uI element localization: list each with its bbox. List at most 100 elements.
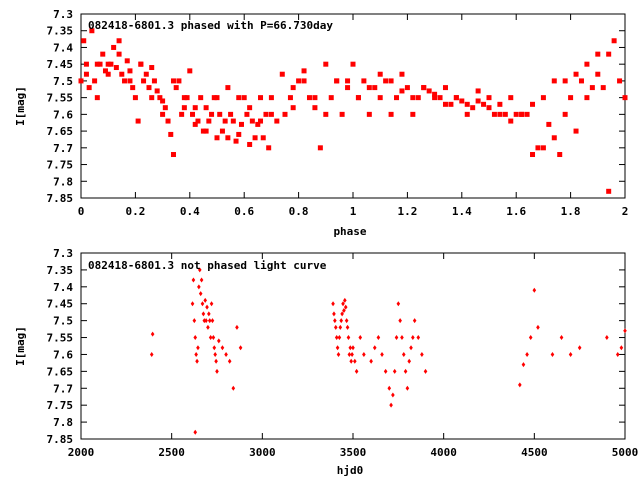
data-point [301, 68, 307, 74]
data-point [486, 95, 492, 101]
y-tick-label: 7.7 [53, 142, 73, 155]
data-point [377, 71, 383, 77]
data-point [181, 105, 187, 111]
data-point [116, 38, 122, 44]
data-point [372, 345, 377, 351]
data-point [196, 345, 200, 351]
y-tick-label: 7.5 [53, 315, 73, 328]
y-tick-label: 7.3 [53, 247, 73, 260]
data-point [323, 61, 329, 67]
data-point [536, 324, 540, 330]
x-axis-label-top: phase [333, 225, 366, 238]
data-point [442, 101, 448, 107]
data-point [260, 135, 266, 141]
data-point [274, 118, 280, 124]
data-point [287, 95, 293, 101]
x-tick-label: 1.4 [452, 205, 472, 218]
data-point [138, 61, 144, 67]
data-point [421, 85, 427, 91]
data-point [519, 111, 525, 117]
data-point [209, 111, 215, 117]
data-point [391, 392, 395, 398]
data-point [194, 351, 198, 357]
y-tick-label: 7.6 [53, 108, 73, 121]
data-point [349, 358, 353, 364]
data-point [149, 65, 155, 71]
data-point [207, 318, 212, 324]
data-point [353, 358, 357, 364]
y-tick-label: 7.8 [53, 175, 73, 188]
x-tick-label: 5000 [612, 446, 639, 459]
data-point [508, 118, 514, 124]
data-point [432, 91, 438, 97]
data-point [559, 335, 564, 341]
data-point [481, 101, 487, 107]
x-tick-label: 2 [622, 205, 629, 218]
data-point [170, 78, 176, 84]
data-point [399, 88, 405, 94]
data-point [279, 71, 285, 77]
y-tick-label: 7.65 [47, 125, 74, 138]
data-point [346, 335, 351, 341]
x-tick-label: 0.8 [289, 205, 309, 218]
data-point [211, 95, 217, 101]
data-point [345, 78, 351, 84]
data-point [355, 95, 361, 101]
y-tick-label: 7.8 [53, 416, 73, 429]
data-point [200, 301, 205, 307]
y-tick-label: 7.35 [47, 25, 74, 38]
data-point [227, 358, 232, 364]
data-point [249, 118, 255, 124]
x-tick-label: 3000 [249, 446, 276, 459]
data-point [459, 98, 465, 104]
data-point [334, 78, 340, 84]
data-point [336, 351, 341, 357]
data-point [162, 105, 168, 111]
data-point [191, 277, 196, 283]
data-point [111, 44, 117, 50]
data-point [160, 98, 166, 104]
data-point [432, 95, 438, 101]
data-point [377, 95, 383, 101]
data-point [184, 95, 190, 101]
data-point [306, 95, 312, 101]
data-point [323, 111, 329, 117]
y-axis-label-bottom: I[mag] [14, 326, 27, 366]
data-point [448, 101, 454, 107]
data-point [150, 331, 155, 337]
data-point [606, 51, 612, 57]
data-point [426, 88, 432, 94]
data-point [405, 385, 410, 391]
x-tick-label: 0.2 [125, 205, 145, 218]
data-point [339, 111, 345, 117]
data-point [331, 301, 335, 307]
data-point [407, 358, 412, 364]
data-point [437, 95, 443, 101]
data-point [475, 88, 481, 94]
data-point [207, 311, 211, 317]
data-point [389, 402, 393, 408]
data-point [105, 71, 111, 77]
data-point [340, 311, 344, 317]
data-point [197, 267, 202, 273]
data-point [241, 95, 247, 101]
data-point [208, 335, 213, 341]
data-point [222, 118, 228, 124]
data-point [502, 111, 508, 117]
data-point [247, 105, 253, 111]
data-point [203, 297, 208, 303]
data-point [231, 385, 236, 391]
data-point [415, 95, 421, 101]
y-tick-label: 7.85 [47, 433, 74, 446]
chart-top: 7.3 7.35 7.4 7.45 7.5 7.55 7.6 7.65 7.7 7.75 7.8 7.… [14, 8, 628, 238]
data-point [181, 95, 187, 101]
data-point [619, 345, 624, 351]
data-point [584, 61, 590, 67]
data-point [328, 95, 334, 101]
chart-title-bottom: 082418-6801.3 not phased light curve [88, 259, 327, 272]
data-point [605, 335, 609, 341]
data-point [343, 297, 347, 303]
data-point [190, 301, 195, 307]
data-point [518, 382, 522, 388]
data-point [497, 111, 503, 117]
